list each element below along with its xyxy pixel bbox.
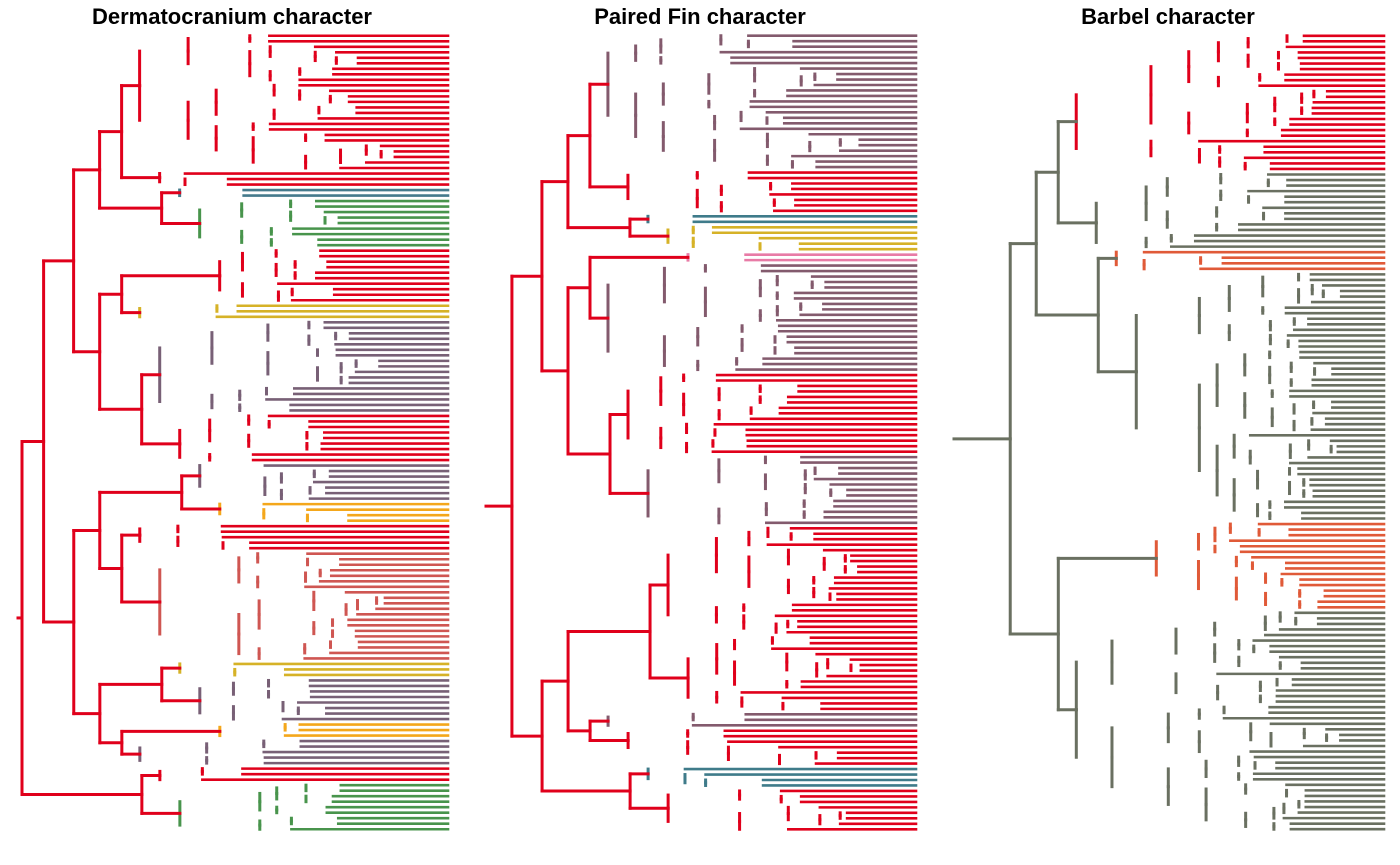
panel-title: Barbel character <box>1081 4 1255 29</box>
panel-paired-fin: Paired Fin character <box>478 0 922 865</box>
panel-barbel: Barbel character <box>946 0 1390 865</box>
phylogeny-tree <box>484 34 918 831</box>
panel-title: Paired Fin character <box>594 4 806 29</box>
phylogeny-tree <box>16 34 450 831</box>
panel-title: Dermatocranium character <box>91 4 372 29</box>
panel-dermatocranium: Dermatocranium character <box>10 0 454 865</box>
phylogeny-tree <box>952 34 1386 831</box>
